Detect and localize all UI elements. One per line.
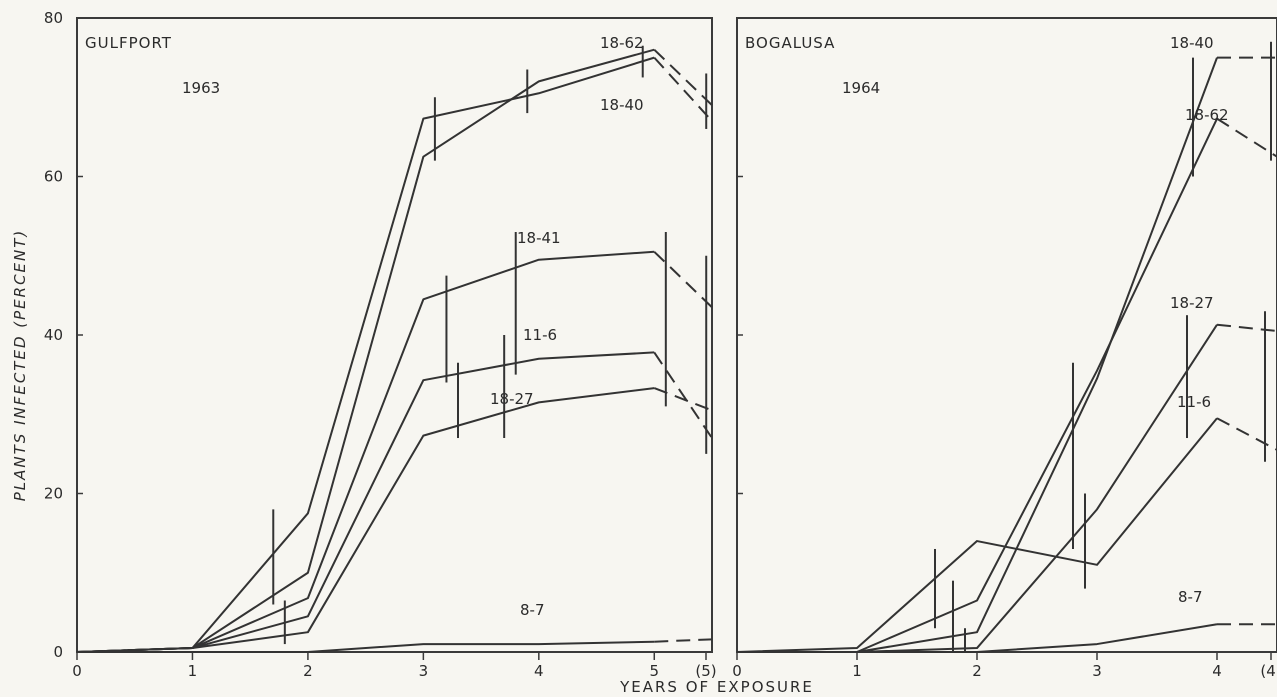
series-label-18-40: 18-40	[600, 96, 644, 114]
x-tick-label: 2	[972, 662, 982, 680]
series-label-18-41: 18-41	[517, 229, 561, 247]
series-line-8-7	[77, 640, 655, 653]
x-tick-label: 4	[534, 662, 544, 680]
x-tick-label: 0	[72, 662, 82, 680]
series-projection-8-7	[654, 638, 713, 643]
series-projection-18-27	[653, 387, 713, 412]
series-line-8-7	[737, 623, 1218, 653]
panel-bogalusa: BOGALUSA 1964 0 1 2 3 4 (4) 18-40 18-62 18-27 11-6 8…	[732, 17, 1277, 680]
x-tick-label: 1	[188, 662, 198, 680]
x-tick-label: 3	[1092, 662, 1102, 680]
x-tick-label: 5	[649, 662, 659, 680]
panel-year: 1963	[182, 79, 220, 97]
series-line-18-27	[737, 324, 1218, 653]
x-tick-label: (4)	[1260, 662, 1277, 680]
x-axis-title: YEARS OF EXPOSURE	[619, 678, 814, 696]
series-line-18-40	[76, 56, 655, 653]
series-line-18-40	[737, 57, 1218, 653]
series-label-18-62: 18-62	[600, 34, 644, 52]
panel-title: BOGALUSA	[745, 34, 835, 52]
panel-gulfport: GULFPORT 1963 0 20 40 60 80 0 1 2 3 4 5 (5) 18-62 18-40…	[44, 9, 717, 680]
series-label-8-7: 8-7	[520, 601, 545, 619]
x-tick-label: 3	[419, 662, 429, 680]
x-tick-label: 1	[852, 662, 862, 680]
series-projection-18-40	[653, 56, 713, 122]
series-label-18-27: 18-27	[1170, 294, 1214, 312]
x-tick-label: 4	[1212, 662, 1222, 680]
series-line-18-41	[76, 250, 655, 653]
panel-title: GULFPORT	[85, 34, 172, 52]
y-axis-title: PLANTS INFECTED (PERCENT)	[11, 229, 29, 502]
y-tick-label: 0	[53, 643, 63, 661]
y-tick-label: 40	[44, 326, 63, 344]
series-label-8-7: 8-7	[1178, 588, 1203, 606]
series-projection-18-62	[1216, 117, 1277, 158]
x-tick-label: 0	[732, 662, 742, 680]
series-projection-11-6	[653, 351, 713, 439]
series-line-11-6	[736, 417, 1218, 653]
series-projection-11-6	[1216, 417, 1277, 451]
series-line-18-27	[76, 387, 655, 653]
series-label-11-6: 11-6	[523, 326, 557, 344]
panel-year: 1964	[842, 79, 880, 97]
series-label-18-40: 18-40	[1170, 34, 1214, 52]
series-projection-18-41	[653, 251, 713, 308]
series-line-18-62	[737, 118, 1218, 653]
series-projection-18-27	[1216, 323, 1277, 333]
y-tick-label: 60	[44, 168, 63, 186]
series-projection-18-62	[653, 48, 713, 106]
x-tick-label: 2	[303, 662, 313, 680]
x-tick-label: (5)	[695, 662, 716, 680]
series-label-11-6: 11-6	[1177, 393, 1211, 411]
series-label-18-27: 18-27	[490, 390, 534, 408]
series-line-11-6	[76, 351, 655, 653]
series-line-18-62	[76, 48, 655, 653]
series-label-18-62: 18-62	[1185, 106, 1229, 124]
y-tick-label: 80	[44, 9, 63, 27]
y-tick-label: 20	[44, 485, 63, 503]
